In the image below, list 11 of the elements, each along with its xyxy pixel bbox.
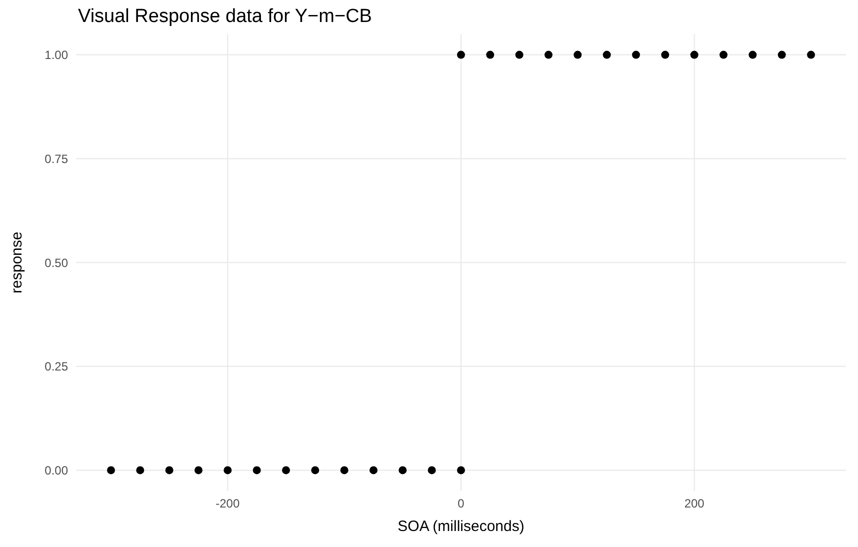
y-tick-label: 0.50 [44, 256, 68, 270]
x-tick-label: -200 [216, 496, 240, 511]
y-axis-title: response [8, 232, 26, 294]
x-tick-label: 0 [458, 496, 465, 511]
y-tick-label: 1.00 [44, 48, 68, 62]
y-tick-label: 0.25 [44, 360, 68, 374]
chart-title: Visual Response data for Y−m−CB [78, 6, 372, 28]
x-tick-label: 200 [684, 496, 705, 511]
y-tick-label: 0.00 [44, 463, 68, 478]
y-tick-label: 0.75 [44, 152, 68, 166]
x-axis-title: SOA (milliseconds) [398, 518, 524, 535]
